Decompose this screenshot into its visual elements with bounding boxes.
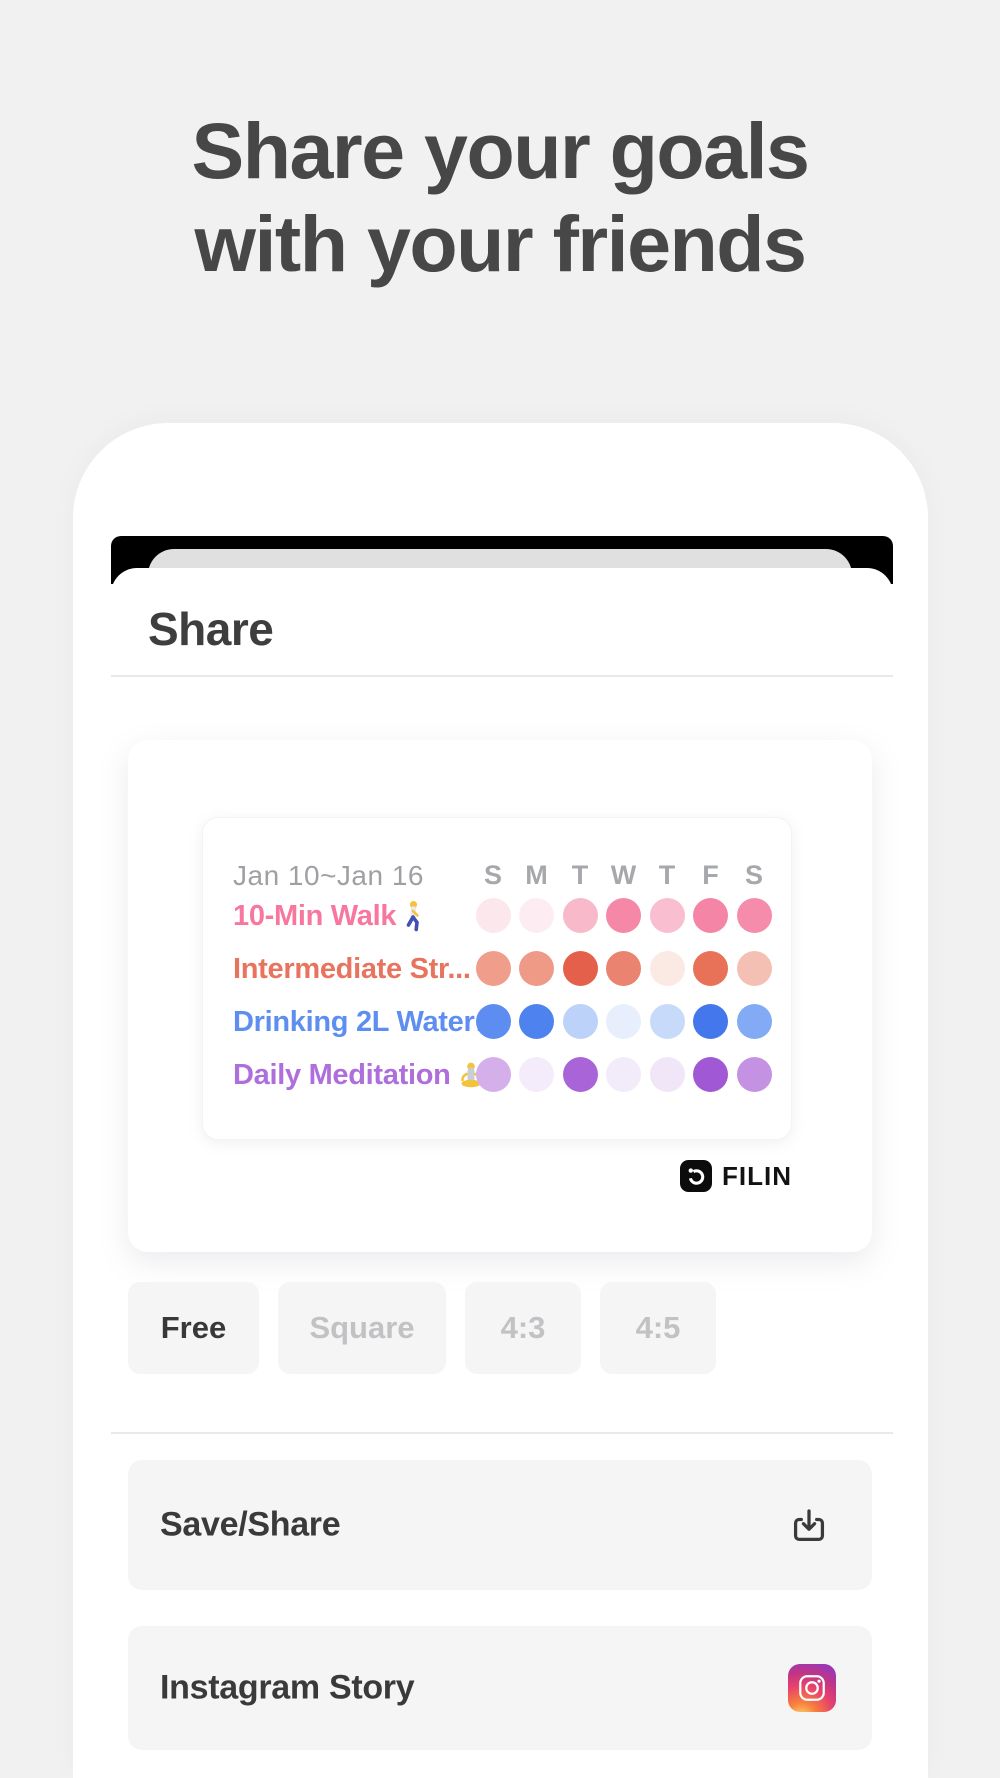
- habit-dot: [519, 898, 554, 933]
- habit-row-meditation: Daily Meditation: [203, 1048, 793, 1102]
- lotus-person-emoji-icon: [460, 1062, 481, 1088]
- hero-title-line2: with your friends: [194, 199, 807, 288]
- habit-row-strength: Intermediate Str...: [203, 942, 793, 996]
- habit-dot: [606, 1004, 641, 1039]
- aspect-ratio-selector: Free Square 4:3 4:5: [128, 1282, 716, 1374]
- habit-dot: [736, 1004, 772, 1039]
- aspect-chip-label: Free: [160, 1310, 227, 1345]
- download-icon: [793, 1509, 825, 1542]
- habit-dot: [649, 951, 685, 986]
- walking-person-emoji-icon: [406, 901, 420, 932]
- save-share-label: Save/Share: [160, 1505, 341, 1544]
- habit-dot: [693, 1004, 728, 1039]
- aspect-chip-label: 4:5: [635, 1310, 681, 1345]
- habit-dot: [519, 1004, 554, 1039]
- day-header-letter: S: [744, 860, 763, 890]
- aspect-chip-label: 4:3: [500, 1310, 546, 1345]
- habit-dot: [475, 898, 511, 933]
- instagram-story-label: Instagram Story: [160, 1668, 415, 1707]
- actions-divider: [111, 1432, 893, 1434]
- habit-dot: [562, 951, 598, 986]
- habit-dot: [606, 1057, 641, 1092]
- habit-dot: [736, 1057, 772, 1092]
- day-header-letter: M: [525, 860, 548, 890]
- aspect-chip-free[interactable]: Free: [128, 1282, 259, 1374]
- aspect-chip-4-3[interactable]: 4:3: [465, 1282, 581, 1374]
- habit-label: 10-Min Walk: [233, 899, 397, 932]
- habit-row-walk: 10-Min Walk: [203, 889, 793, 943]
- habit-dot: [519, 1057, 554, 1092]
- habit-dot: [736, 898, 772, 933]
- instagram-camera-icon: [788, 1664, 836, 1712]
- habit-dot: [693, 1057, 728, 1092]
- habit-dot: [475, 1004, 511, 1039]
- hero-title: Share your goals with your friends: [0, 104, 1000, 290]
- habit-dot: [475, 1057, 511, 1092]
- header-divider: [111, 675, 893, 677]
- day-header-letter: S: [483, 860, 502, 890]
- aspect-chip-4-5[interactable]: 4:5: [600, 1282, 716, 1374]
- habit-dot: [649, 1004, 685, 1039]
- habit-dot: [649, 1057, 685, 1092]
- save-share-button[interactable]: Save/Share: [128, 1460, 872, 1590]
- habit-dot: [562, 1057, 598, 1092]
- habit-dot: [475, 951, 511, 986]
- habit-row-water: Drinking 2L Water…: [203, 995, 793, 1049]
- filin-brand-text: FILIN: [722, 1160, 792, 1191]
- habit-dot: [736, 951, 772, 986]
- habit-dot: [606, 898, 641, 933]
- habit-dot: [519, 951, 554, 986]
- timer-app-icon: [680, 1160, 712, 1192]
- habit-dot: [649, 898, 685, 933]
- sheet-title: Share: [148, 603, 274, 655]
- day-header-letter: F: [702, 860, 719, 890]
- habit-dot: [693, 898, 728, 933]
- day-header-letter: T: [571, 860, 589, 890]
- hero-title-line1: Share your goals: [191, 106, 811, 195]
- aspect-chip-square[interactable]: Square: [278, 1282, 446, 1374]
- date-range-label: Jan 10~Jan 16: [233, 860, 424, 891]
- habit-dot: [606, 951, 641, 986]
- instagram-story-button[interactable]: Instagram Story: [128, 1626, 872, 1750]
- habit-label: Daily Meditation: [233, 1058, 451, 1091]
- habit-label: Drinking 2L Water…: [233, 1005, 504, 1038]
- aspect-chip-label: Square: [309, 1310, 415, 1345]
- habit-dot: [562, 1004, 598, 1039]
- habit-dot: [562, 898, 598, 933]
- habit-dot: [693, 951, 728, 986]
- habit-label: Intermediate Str...: [233, 952, 471, 985]
- day-header-letter: W: [610, 860, 637, 890]
- day-header-letter: T: [658, 860, 676, 890]
- filin-watermark: FILIN: [680, 1160, 792, 1192]
